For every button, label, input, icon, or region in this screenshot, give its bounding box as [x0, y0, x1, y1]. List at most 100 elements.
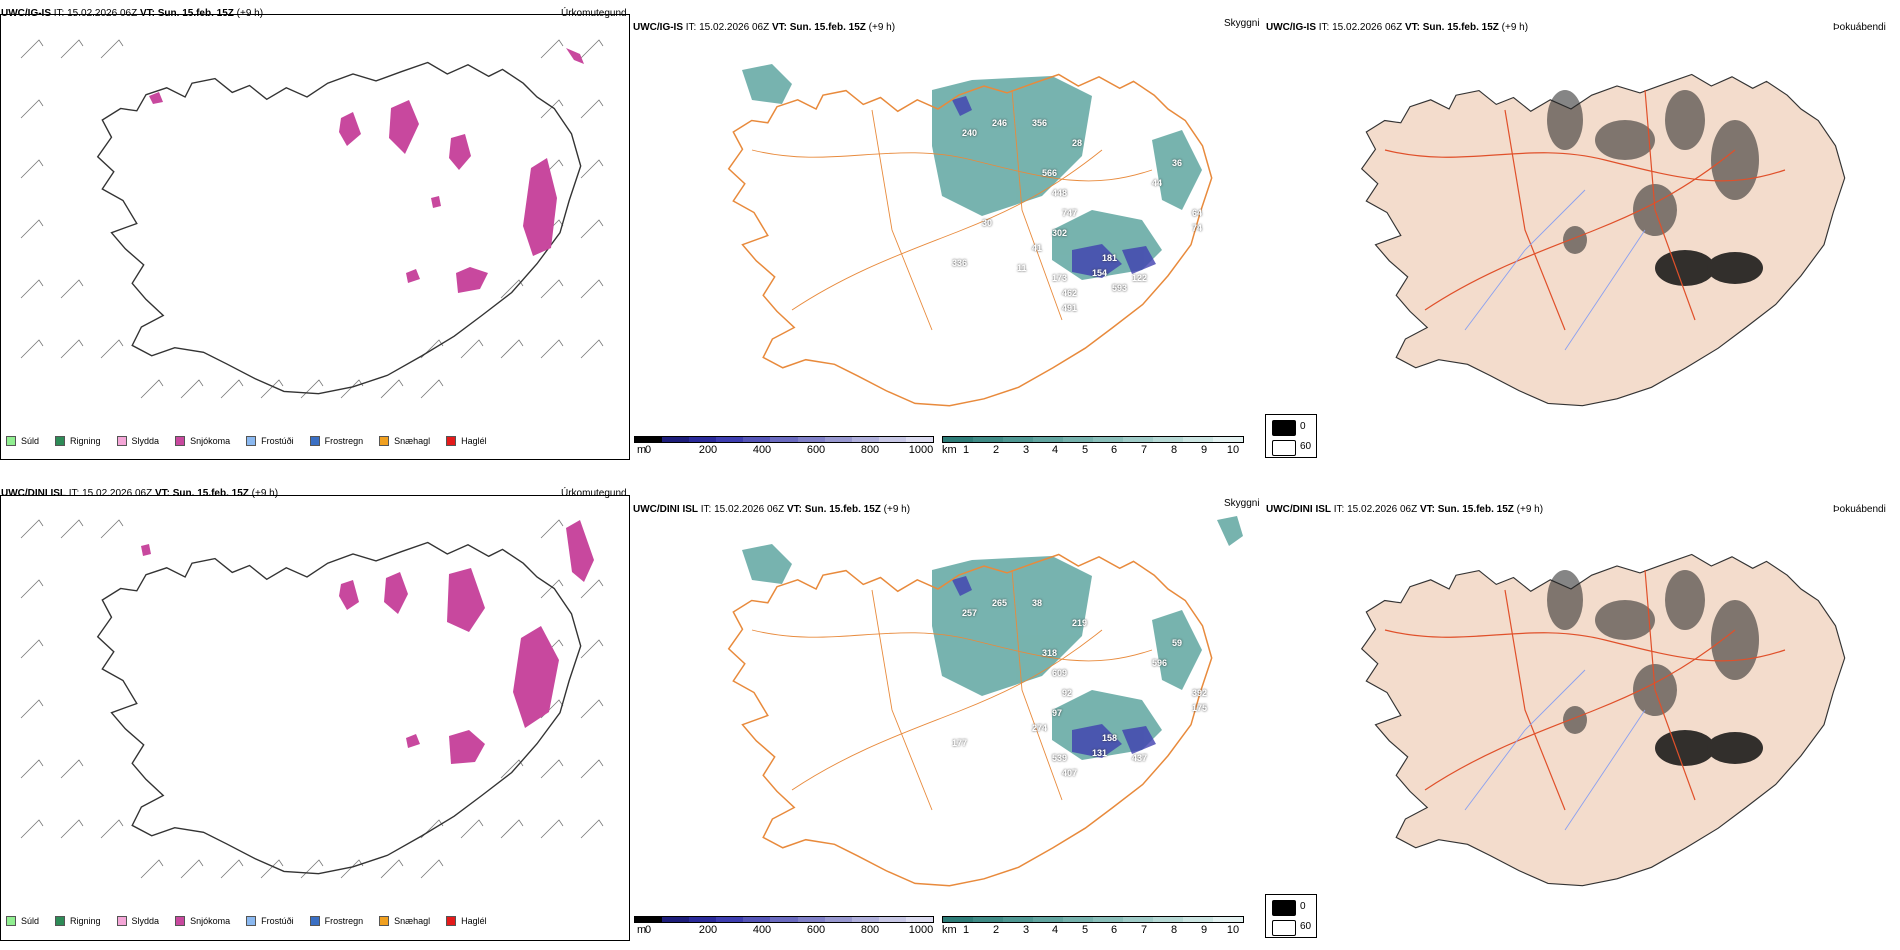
precip-panel-row2: UWC/DINI ISL IT: 15.02.2026 06Z VT: Sun.… [0, 480, 630, 950]
fog-shading [1547, 90, 1759, 254]
it-label: IT: [1318, 22, 1330, 33]
visibility-panel-row1: UWC/IG-IS IT: 15.02.2026 06Z VT: Sun. 15… [632, 0, 1262, 470]
tick-label: 800 [860, 924, 880, 936]
tick-label: 0 [644, 444, 652, 456]
tick-label: 7 [1140, 924, 1148, 936]
colorbar-segment [1093, 917, 1123, 922]
visibility-value-label: 318 [1042, 648, 1058, 658]
legend-item: Frostregn [309, 436, 364, 446]
visibility-value-label: 175 [1192, 703, 1208, 713]
visibility-value-label: 11 [1017, 263, 1027, 273]
visibility-value-label: 609 [1052, 668, 1068, 678]
tick-label: 1000 [908, 444, 934, 456]
tick-label: 200 [698, 924, 718, 936]
snow-areas [141, 520, 594, 764]
fog-map [1361, 73, 1846, 407]
legend-item: Rigning [55, 436, 101, 446]
cloudbase-ticks: m 0 200 400 600 800 1000 [634, 443, 934, 457]
legend-label: Frostregn [324, 436, 364, 446]
model-name: UWC/DINI ISL [1266, 504, 1331, 515]
model-name: UWC/IG-IS [1, 8, 51, 19]
colorbar-segment [635, 917, 663, 922]
colorbar-segment [973, 437, 1003, 442]
visibility-value-label: 356 [1032, 118, 1048, 128]
fog-legend-swatch [1272, 900, 1296, 916]
visibility-value-label: 302 [1052, 228, 1068, 238]
road-network [751, 89, 1153, 331]
legend-item: Snæhagl [379, 436, 430, 446]
legend-label: Haglél [461, 436, 487, 446]
legend-label: Snæhagl [394, 916, 431, 926]
lead-time: (+9 h) [236, 8, 264, 19]
visibility-labels-row2: 257 265 38 219 59 596 318 609 92 97 392 175 274 158 17… [632, 528, 1262, 888]
it-value: 15.02.2026 06Z [67, 8, 138, 19]
it-value: 15.02.2026 06Z [1347, 504, 1418, 515]
legend-swatch [116, 916, 127, 926]
legend-label: Frostúði [261, 916, 294, 926]
colorbar-segment [635, 437, 663, 442]
colorbar-segment [824, 437, 852, 442]
tick-label: 9 [1200, 924, 1208, 936]
colorbar-segment [1213, 917, 1243, 922]
lead-time: (+9 h) [1501, 22, 1529, 33]
dense-fog [1655, 730, 1763, 766]
fog-legend-value: 60 [1300, 921, 1312, 932]
panel-header: UWC/IG-IS IT: 15.02.2026 06Z VT: Sun. 15… [633, 22, 895, 33]
legend-swatch [309, 436, 320, 446]
cloudbase-ticks: m 0 200 400 600 800 1000 [634, 923, 934, 937]
tick-label: 400 [752, 444, 772, 456]
fog-legend: 0 60 [1265, 894, 1317, 938]
legend-swatch [446, 916, 457, 926]
it-label: IT: [1333, 504, 1345, 515]
iceland-outline [97, 61, 582, 395]
colorbar-segment [1123, 917, 1153, 922]
legend-item: Súld [6, 436, 39, 446]
vt-label: VT: [771, 22, 787, 33]
legend-swatch [246, 916, 257, 926]
visibility-value-label: 274 [1032, 723, 1048, 733]
colorbar-segment [973, 917, 1003, 922]
vt-value: Sun. 15.feb. 15Z [172, 488, 249, 499]
iceland-land [1361, 73, 1846, 407]
panel-header: UWC/IG-IS IT: 15.02.2026 06Z VT: Sun. 15… [1, 8, 263, 19]
visibility-value-label: 265 [992, 598, 1008, 608]
panel-title: Skyggni [1224, 18, 1260, 29]
legend-label: Haglél [461, 916, 487, 926]
visibility-value-label: 593 [1112, 283, 1128, 293]
low-cloud-fill [952, 576, 1156, 758]
tick-label: 9 [1200, 444, 1208, 456]
visibility-value-label: 336 [952, 258, 968, 268]
vt-value: Sun. 15.feb. 15Z [157, 8, 234, 19]
visibility-value-label: 747 [1062, 208, 1078, 218]
legend-swatch [6, 436, 16, 446]
visibility-value-label: 122 [1132, 273, 1148, 283]
visibility-value-label: 566 [1042, 168, 1058, 178]
cloudbase-colorbar: m 0 200 400 600 800 1000 [634, 436, 934, 457]
visibility-value-label: 448 [1052, 188, 1068, 198]
cloudbase-bar [634, 436, 934, 443]
colorbar-segment [1183, 917, 1213, 922]
it-label: IT: [700, 504, 712, 515]
legend-swatch [116, 436, 127, 446]
snow-areas [149, 48, 584, 293]
visibility-value-label: 240 [962, 128, 978, 138]
fog-legend-value: 0 [1300, 901, 1306, 912]
legend-label: Slydda [131, 916, 160, 926]
colorbar-segment [878, 437, 906, 442]
colorbar-segment [797, 917, 825, 922]
it-label: IT: [53, 8, 65, 19]
fog-legend-swatch [1272, 420, 1296, 436]
colorbar-segment [770, 917, 798, 922]
legend-item: Frostregn [309, 916, 363, 926]
colorbar-segment [1063, 437, 1093, 442]
tick-label: 5 [1081, 924, 1089, 936]
colorbar-segment [743, 917, 771, 922]
visibility-value-label: 154 [1092, 268, 1108, 278]
tick-label: 1000 [908, 924, 934, 936]
it-label: IT: [68, 488, 80, 499]
visibility-bar [942, 436, 1244, 443]
panel-title: Skyggni [1224, 498, 1260, 509]
model-name: UWC/DINI ISL [1, 488, 66, 499]
vt-value: Sun. 15.feb. 15Z [1422, 22, 1499, 33]
fog-roads [1384, 89, 1786, 331]
